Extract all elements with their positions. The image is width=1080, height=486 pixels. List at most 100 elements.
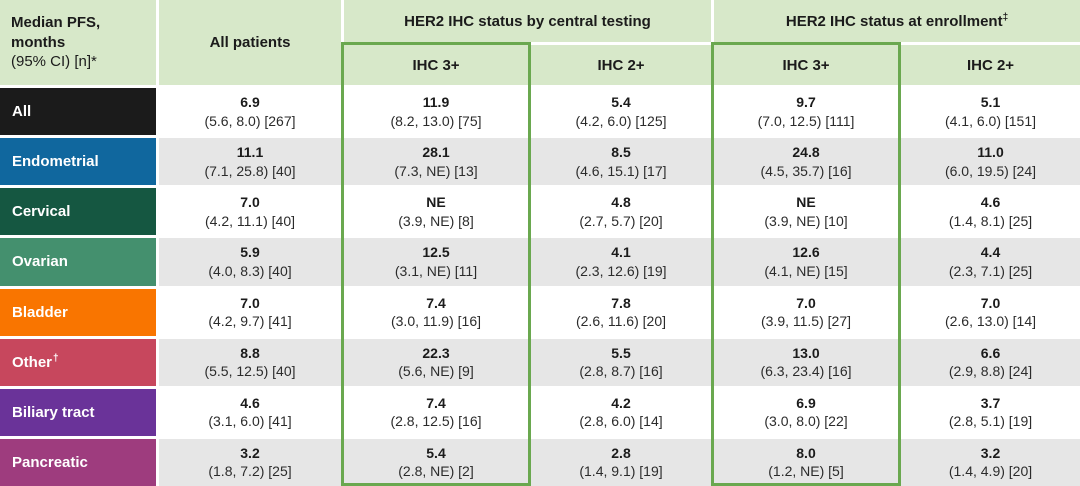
cell-ci: (1.2, NE) [5] bbox=[768, 463, 844, 480]
cell-all-enrollment-ihc2: 5.1 (4.1, 6.0) [151] bbox=[901, 88, 1080, 136]
cell-value: 5.4 bbox=[611, 94, 631, 111]
cell-value: 5.1 bbox=[980, 94, 1001, 111]
cell-ovarian-enrollment-ihc2: 4.4 (2.3, 7.1) [25] bbox=[901, 238, 1080, 286]
cell-ci: (4.5, 35.7) [16] bbox=[760, 162, 852, 179]
cell-ci: (2.8, 6.0) [14] bbox=[579, 413, 663, 430]
cell-ci: (1.8, 7.2) [25] bbox=[208, 463, 292, 480]
cell-ovarian-central-ihc3: 12.5 (3.1, NE) [11] bbox=[344, 238, 528, 286]
row-label-text: Bladder bbox=[12, 303, 68, 321]
cell-cervical-enrollment-ihc2: 4.6 (1.4, 8.1) [25] bbox=[901, 188, 1080, 236]
cell-value: 7.4 bbox=[426, 294, 446, 311]
central-testing-label: HER2 IHC status by central testing bbox=[404, 12, 651, 30]
cell-value: 5.9 bbox=[240, 244, 260, 261]
cell-ci: (4.2, 6.0) [125] bbox=[575, 112, 667, 129]
cell-other-enrollment-ihc2: 6.6 (2.9, 8.8) [24] bbox=[901, 338, 1080, 386]
cell-value: 7.0 bbox=[240, 294, 260, 311]
cell-ci: (2.6, 11.6) [20] bbox=[575, 313, 666, 330]
cell-value: 7.0 bbox=[796, 294, 816, 311]
row-label-bladder: Bladder bbox=[0, 288, 156, 336]
column-header-all-patients: All patients bbox=[159, 0, 341, 85]
enrollment-footnote-marker: ‡ bbox=[1002, 11, 1009, 23]
cell-ci: (4.1, 6.0) [151] bbox=[944, 112, 1037, 129]
column-header-central-ihc3: IHC 3+ bbox=[344, 45, 528, 85]
cell-all-enrollment-ihc3: 9.7 (7.0, 12.5) [111] bbox=[714, 88, 898, 136]
cell-value: 3.2 bbox=[240, 444, 260, 461]
cell-cervical-central-ihc3: NE (3.9, NE) [8] bbox=[344, 188, 528, 236]
cell-value: 13.0 bbox=[792, 344, 820, 361]
row-label-base: Other bbox=[12, 353, 53, 371]
cell-endometrial-enrollment-ihc2: 11.0 (6.0, 19.5) [24] bbox=[901, 138, 1080, 186]
cell-ci: (5.6, NE) [9] bbox=[398, 363, 474, 380]
cell-ci: (6.3, 23.4) [16] bbox=[760, 363, 852, 380]
cell-pancreatic-central-ihc3: 5.4 (2.8, NE) [2] bbox=[344, 438, 528, 486]
cell-endometrial-allpatients: 11.1 (7.1, 25.8) [40] bbox=[159, 138, 341, 186]
cell-value: 11.0 bbox=[977, 144, 1004, 161]
cell-all-central-ihc3: 11.9 (8.2, 13.0) [75] bbox=[344, 88, 528, 136]
cell-value: 4.8 bbox=[611, 194, 631, 211]
cell-value: 7.8 bbox=[611, 294, 631, 311]
central-ihc2-label: IHC 2+ bbox=[597, 56, 645, 74]
row-label-text: Biliary tract bbox=[12, 403, 95, 421]
group-header-central-testing: HER2 IHC status by central testing bbox=[344, 0, 711, 42]
cell-endometrial-enrollment-ihc3: 24.8 (4.5, 35.7) [16] bbox=[714, 138, 898, 186]
cell-value: 9.7 bbox=[796, 94, 816, 111]
enrollment-ihc3-label: IHC 3+ bbox=[782, 56, 830, 74]
cell-ci: (3.1, NE) [11] bbox=[394, 262, 478, 279]
cell-ci: (3.0, 11.9) [16] bbox=[390, 313, 481, 330]
cell-ci: (5.6, 8.0) [267] bbox=[204, 112, 296, 129]
cell-value: 8.0 bbox=[796, 444, 816, 461]
cell-ci: (4.2, 9.7) [41] bbox=[208, 313, 292, 330]
column-header-central-ihc2: IHC 2+ bbox=[531, 45, 711, 85]
cell-value: 6.6 bbox=[980, 344, 1001, 361]
cell-ci: (2.9, 8.8) [24] bbox=[948, 363, 1033, 380]
cell-ci: (2.6, 13.0) [14] bbox=[944, 313, 1037, 330]
cell-ci: (2.7, 5.7) [20] bbox=[579, 212, 663, 229]
cell-value: 5.5 bbox=[611, 344, 631, 361]
cell-ci: (4.0, 8.3) [40] bbox=[208, 262, 292, 279]
row-label-text: Cervical bbox=[12, 203, 71, 221]
enrollment-ihc2-label: IHC 2+ bbox=[966, 56, 1015, 74]
cell-value: 7.4 bbox=[426, 394, 446, 411]
cell-other-central-ihc2: 5.5 (2.8, 8.7) [16] bbox=[531, 338, 711, 386]
cell-ci: (2.8, 12.5) [16] bbox=[390, 413, 482, 430]
cell-all-allpatients: 6.9 (5.6, 8.0) [267] bbox=[159, 88, 341, 136]
cell-ci: (3.0, 8.0) [22] bbox=[764, 413, 848, 430]
cell-bladder-central-ihc2: 7.8 (2.6, 11.6) [20] bbox=[531, 288, 711, 336]
cell-value: 12.5 bbox=[422, 244, 450, 261]
cell-ci: (1.4, 8.1) [25] bbox=[948, 212, 1033, 229]
cell-ci: (2.8, 5.1) [19] bbox=[948, 413, 1033, 430]
row-label-text: All bbox=[12, 103, 32, 121]
cell-ci: (4.2, 11.1) [40] bbox=[204, 212, 295, 229]
cell-ci: (6.0, 19.5) [24] bbox=[944, 162, 1037, 179]
cell-value: 4.6 bbox=[980, 194, 1001, 211]
cell-value: 7.0 bbox=[240, 194, 260, 211]
corner-header: Median PFS, months (95% CI) [n]* bbox=[0, 0, 156, 85]
cell-value: 24.8 bbox=[792, 144, 820, 161]
cell-value: 4.4 bbox=[980, 244, 1001, 261]
cell-biliary-enrollment-ihc3: 6.9 (3.0, 8.0) [22] bbox=[714, 388, 898, 436]
cell-value: 4.2 bbox=[611, 394, 631, 411]
cell-pancreatic-enrollment-ihc3: 8.0 (1.2, NE) [5] bbox=[714, 438, 898, 486]
column-header-enrollment-ihc3: IHC 3+ bbox=[714, 45, 898, 85]
enrollment-label: HER2 IHC status at enrollment bbox=[785, 12, 1003, 30]
row-label-all: All bbox=[0, 88, 156, 136]
cell-ci: (3.9, 11.5) [27] bbox=[760, 313, 851, 330]
cell-ci: (4.6, 15.1) [17] bbox=[575, 162, 667, 179]
cell-pancreatic-enrollment-ihc2: 3.2 (1.4, 4.9) [20] bbox=[901, 438, 1080, 486]
cell-value: NE bbox=[426, 194, 446, 211]
cell-bladder-enrollment-ihc3: 7.0 (3.9, 11.5) [27] bbox=[714, 288, 898, 336]
row-label-endometrial: Endometrial bbox=[0, 138, 156, 186]
cell-ci: (7.3, NE) [13] bbox=[394, 162, 478, 179]
cell-value: 12.6 bbox=[792, 244, 820, 261]
corner-header-line1: Median PFS, bbox=[11, 13, 101, 31]
cell-cervical-enrollment-ihc3: NE (3.9, NE) [10] bbox=[714, 188, 898, 236]
row-label-pancreatic: Pancreatic bbox=[0, 438, 156, 486]
cell-biliary-allpatients: 4.6 (3.1, 6.0) [41] bbox=[159, 388, 341, 436]
cell-all-central-ihc2: 5.4 (4.2, 6.0) [125] bbox=[531, 88, 711, 136]
cell-value: 8.5 bbox=[611, 144, 631, 161]
cell-cervical-allpatients: 7.0 (4.2, 11.1) [40] bbox=[159, 188, 341, 236]
row-label-biliary-tract: Biliary tract bbox=[0, 388, 156, 436]
cell-pancreatic-allpatients: 3.2 (1.8, 7.2) [25] bbox=[159, 438, 341, 486]
